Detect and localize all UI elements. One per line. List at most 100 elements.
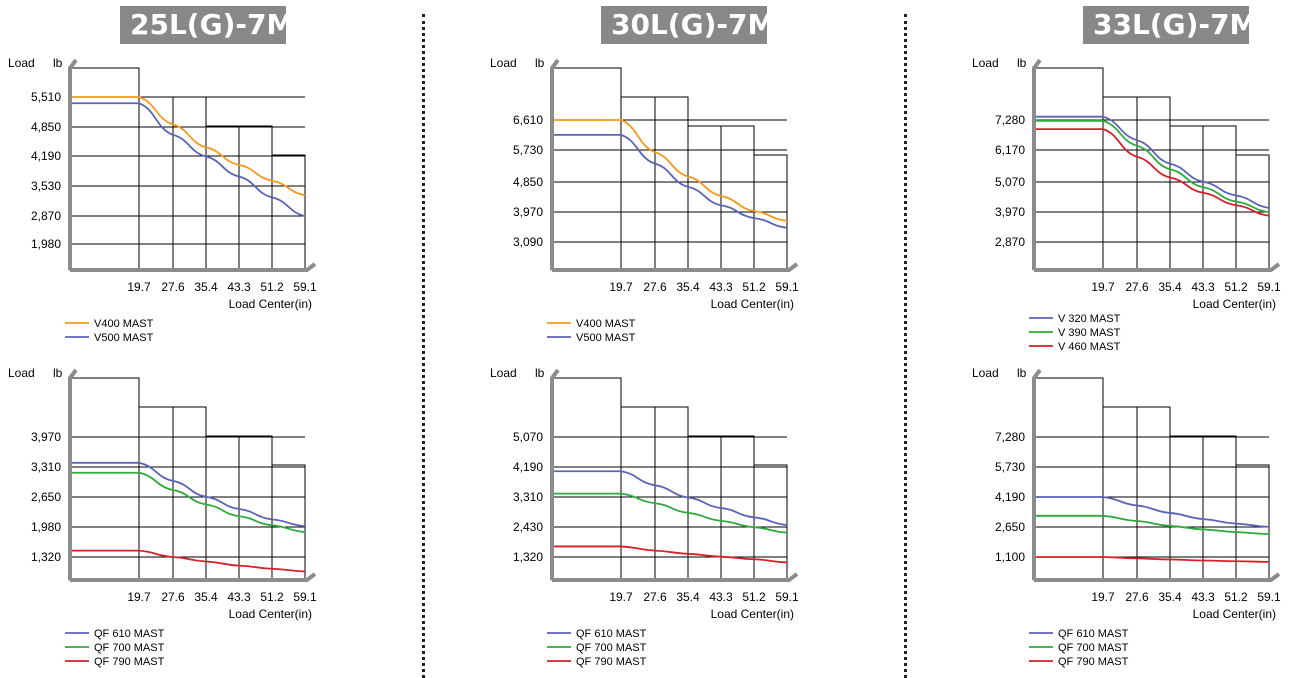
chart-4-xtick: 19.7: [127, 590, 151, 604]
chart-6-grid-step: [1033, 377, 1104, 581]
chart-4-legend-label: QF 700 MAST: [94, 642, 165, 654]
chart-6-series-1-line: [1036, 496, 1270, 528]
chart-4-xtick: 27.6: [161, 590, 185, 604]
chart-2-xtick: 43.3: [709, 280, 733, 294]
chart-2-xtick: 27.6: [643, 280, 667, 294]
chart-6-ytick: 1,100: [995, 550, 1025, 564]
chart-3-legend-label: V 390 MAST: [1058, 327, 1121, 339]
chart-5-xtick: 27.6: [643, 590, 667, 604]
chart-1-xtick: 43.3: [227, 280, 251, 294]
chart-4-xtick: 43.3: [227, 590, 251, 604]
chart-1-grid-step: [69, 67, 140, 271]
chart-5-series-1-line: [554, 470, 788, 526]
chart-3-xtick: 35.4: [1158, 280, 1182, 294]
chart-3-series-2-line: [1036, 119, 1270, 214]
chart-5-series-3-line: [554, 545, 788, 564]
chart-3-ytick: 7,280: [995, 113, 1025, 127]
chart-1-xtick: 19.7: [127, 280, 151, 294]
chart-3-xtick: 51.2: [1224, 280, 1248, 294]
chart-5-y-label: Load: [490, 366, 517, 380]
chart-5-xtick: 59.1: [775, 590, 799, 604]
chart-2-ytick: 5,730: [513, 143, 543, 157]
chart-1-series-2-line: [72, 102, 306, 217]
chart-6-ytick: 5,730: [995, 460, 1025, 474]
chart-4-ytick: 1,980: [31, 520, 61, 534]
chart-5-x-label: Load Center(in): [711, 607, 794, 621]
column-divider-2: [904, 14, 907, 678]
chart-3-x-label: Load Center(in): [1193, 297, 1276, 311]
chart-6-series-2-line: [1036, 514, 1270, 535]
chart-5-x-axis: [552, 572, 799, 582]
chart-6-x-label: Load Center(in): [1193, 607, 1276, 621]
chart-5-y-unit: lb: [535, 366, 545, 380]
chart-2-ytick: 6,610: [513, 113, 543, 127]
chart-5-ytick: 2,430: [513, 520, 543, 534]
chart-1-ytick: 2,870: [31, 209, 61, 223]
chart-6-series-3-line: [1036, 556, 1270, 563]
chart-3-legend-label: V 460 MAST: [1058, 341, 1121, 353]
chart-6-legend-label: QF 700 MAST: [1058, 642, 1129, 654]
chart-6-xtick: 27.6: [1125, 590, 1149, 604]
chart-2-xtick: 35.4: [676, 280, 700, 294]
chart-6-legend-label: QF 610 MAST: [1058, 628, 1129, 640]
chart-3-legend-label: V 320 MAST: [1058, 313, 1121, 325]
chart-5-y-axis: [550, 368, 560, 580]
chart-2-x-axis: [552, 262, 799, 272]
chart-6-y-unit: lb: [1017, 366, 1027, 380]
chart-4-xtick: 59.1: [293, 590, 317, 604]
chart-1-ytick: 3,530: [31, 179, 61, 193]
chart-4-legend-label: QF 790 MAST: [94, 656, 165, 668]
chart-3-series-1-line: [1036, 115, 1270, 209]
chart-1-legend-label: V400 MAST: [94, 318, 154, 330]
chart-3-xtick: 43.3: [1191, 280, 1215, 294]
chart-2-x-label: Load Center(in): [711, 297, 794, 311]
chart-4-ytick: 1,320: [31, 550, 61, 564]
chart-3-y-label: Load: [972, 56, 999, 70]
chart-4-xtick: 35.4: [194, 590, 218, 604]
chart-6-legend-label: QF 790 MAST: [1058, 656, 1129, 668]
chart-3-y-axis: [1032, 58, 1042, 270]
model-title-30l: 30L(G)-7M: [601, 6, 775, 44]
chart-4-y-unit: lb: [53, 366, 63, 380]
chart-3-ytick: 3,970: [995, 205, 1025, 219]
chart-5-grid-step: [551, 377, 622, 581]
chart-1-xtick: 35.4: [194, 280, 218, 294]
chart-1-y-unit: lb: [53, 56, 63, 70]
chart-6-ytick: 2,650: [995, 520, 1025, 534]
chart-5-ytick: 4,190: [513, 460, 543, 474]
chart-2-grid-step: [551, 67, 622, 271]
chart-4-x-axis: [70, 572, 317, 582]
chart-6-ytick: 7,280: [995, 430, 1025, 444]
chart-4-x-label: Load Center(in): [229, 607, 312, 621]
chart-2-legend-label: V500 MAST: [576, 332, 636, 344]
chart-2-xtick: 51.2: [742, 280, 766, 294]
chart-5-legend-label: QF 700 MAST: [576, 642, 647, 654]
chart-2-ytick: 3,090: [513, 235, 543, 249]
chart-6-x-axis: [1034, 572, 1281, 582]
chart-1-x-axis: [70, 262, 317, 272]
chart-6-xtick: 35.4: [1158, 590, 1182, 604]
chart-3-xtick: 19.7: [1091, 280, 1115, 294]
chart-1-ytick: 5,510: [31, 90, 61, 104]
chart-5-legend-label: QF 610 MAST: [576, 628, 647, 640]
chart-3-y-unit: lb: [1017, 56, 1027, 70]
chart-4-y-label: Load: [8, 366, 35, 380]
chart-1-ytick: 1,980: [31, 237, 61, 251]
chart-4-series-2-line: [72, 471, 306, 533]
model-title-33l: 33L(G)-7M: [1083, 6, 1257, 44]
chart-2-ytick: 3,970: [513, 205, 543, 219]
model-title-25l: 25L(G)-7M: [120, 6, 294, 44]
chart-5-series-2-line: [554, 492, 788, 534]
chart-4-series-1-line: [72, 461, 306, 528]
chart-3-xtick: 59.1: [1257, 280, 1281, 294]
chart-2-xtick: 19.7: [609, 280, 633, 294]
chart-1-grid-step: [271, 154, 306, 271]
chart-4-y-axis: [68, 368, 78, 580]
chart-3-x-axis: [1034, 262, 1281, 272]
chart-6-grid-step: [1235, 464, 1270, 581]
chart-1-y-axis: [68, 58, 78, 270]
chart-4-grid-step: [69, 377, 140, 581]
chart-1-series-1-line: [72, 96, 306, 197]
